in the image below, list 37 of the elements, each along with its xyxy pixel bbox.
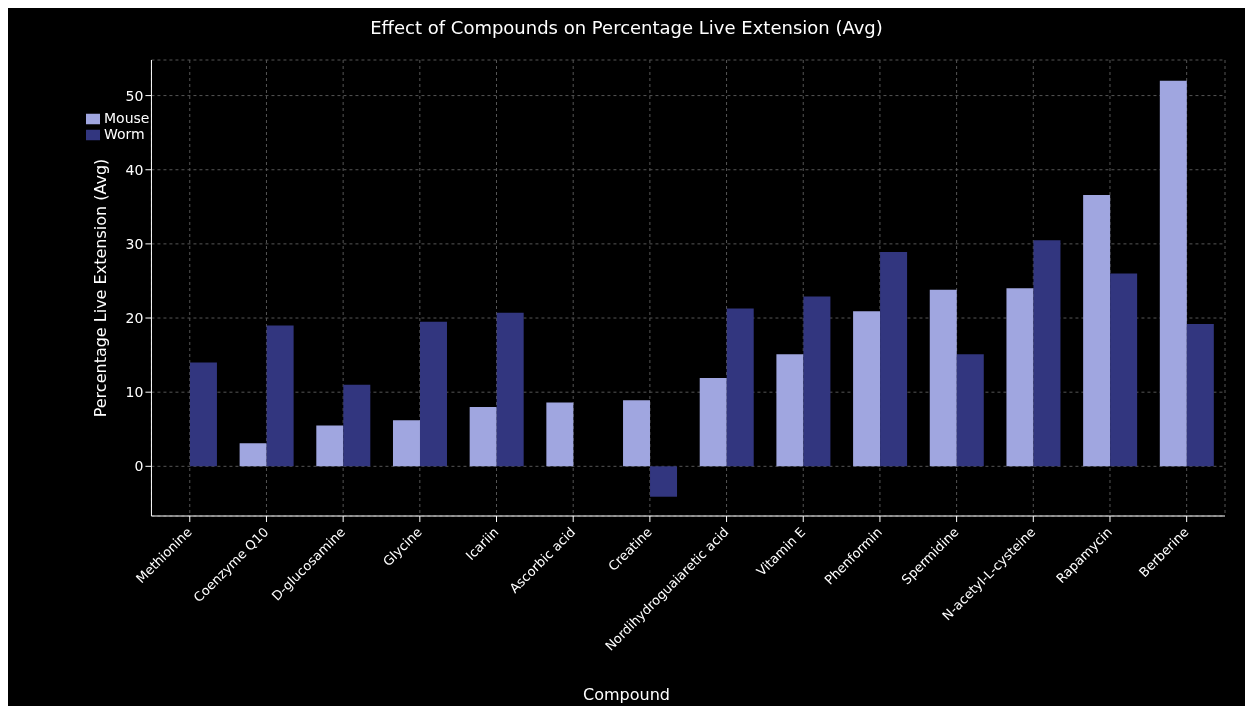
bar xyxy=(803,296,831,467)
bar xyxy=(880,252,908,467)
y-tick-label: 50 xyxy=(125,87,144,104)
bar xyxy=(1186,323,1214,467)
bar xyxy=(316,425,344,467)
bar xyxy=(853,311,881,467)
bar xyxy=(726,308,754,467)
bar xyxy=(392,420,420,467)
bar xyxy=(496,312,524,467)
legend-label: Worm xyxy=(104,126,145,142)
bar xyxy=(1006,288,1034,467)
bar xyxy=(419,321,447,467)
bar xyxy=(1083,194,1111,467)
y-tick-label: 20 xyxy=(125,310,144,326)
bar xyxy=(343,384,371,467)
bar xyxy=(1159,80,1187,467)
bar xyxy=(1033,240,1061,467)
legend-label: Mouse xyxy=(104,110,150,126)
bar xyxy=(929,289,957,467)
y-axis-title: Percentage Live Extension (Avg) xyxy=(91,158,111,418)
bar xyxy=(189,362,217,467)
bar xyxy=(546,402,574,467)
y-tick-label: 30 xyxy=(125,235,144,252)
bar xyxy=(650,466,678,497)
bar xyxy=(956,354,984,467)
bar xyxy=(469,407,497,467)
bar xyxy=(776,354,804,467)
bar xyxy=(239,443,267,467)
bar xyxy=(699,378,727,467)
bar xyxy=(266,325,294,467)
chart-title: Effect of Compounds on Percentage Live Extension (Avg) xyxy=(369,16,884,40)
y-tick-label: 0 xyxy=(134,458,144,475)
bar xyxy=(623,400,651,467)
y-tick-label: 10 xyxy=(125,384,144,401)
bar xyxy=(1110,273,1138,467)
x-axis-title: Compound xyxy=(582,685,671,704)
y-tick-label: 40 xyxy=(125,161,144,178)
